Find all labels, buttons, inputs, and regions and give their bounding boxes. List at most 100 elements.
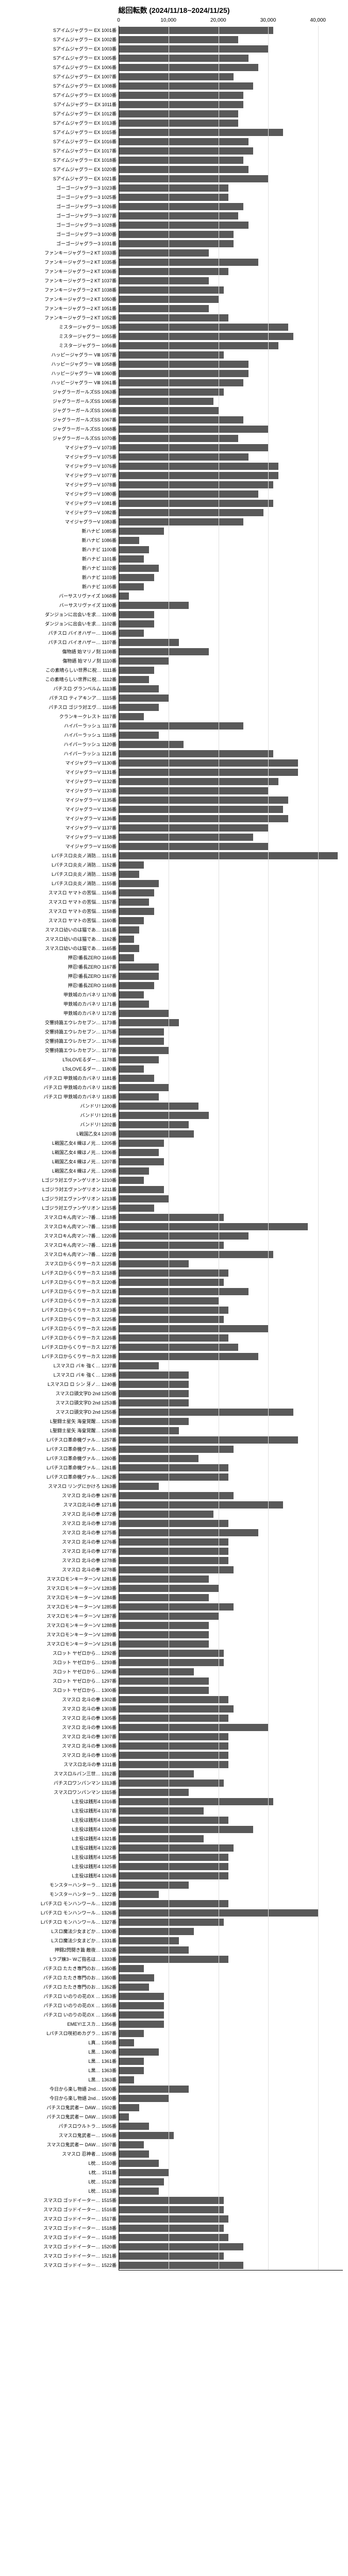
bar-row bbox=[119, 1908, 343, 1918]
row-label: スマスロ ヤマトの苦悩… 1158番 bbox=[5, 907, 117, 916]
bar-row bbox=[119, 833, 343, 842]
bar bbox=[119, 1640, 209, 1648]
bar bbox=[119, 555, 144, 563]
bar-row bbox=[119, 2038, 343, 2047]
row-label: パチスロウルトラ… 1505番 bbox=[5, 2122, 117, 2131]
bar bbox=[119, 1854, 228, 1861]
bar-row bbox=[119, 406, 343, 415]
bar-row bbox=[119, 350, 343, 360]
bar-row bbox=[119, 2233, 343, 2242]
bar-row bbox=[119, 248, 343, 258]
row-label: Sアイムジャグラー EX 1021番 bbox=[5, 174, 117, 183]
bar-row bbox=[119, 415, 343, 425]
row-label: 新ハナビ 1101番 bbox=[5, 554, 117, 564]
bar-row bbox=[119, 2010, 343, 2020]
bar bbox=[119, 1566, 234, 1573]
bar-row bbox=[119, 777, 343, 786]
row-label: スロット ヤゼロから… 1300番 bbox=[5, 1686, 117, 1695]
row-label: Lパチスロ炎炎ノ消防… 1153番 bbox=[5, 870, 117, 879]
bar-row bbox=[119, 1129, 343, 1139]
bar bbox=[119, 2160, 159, 2167]
bar bbox=[119, 1242, 224, 1249]
row-label: L主役は銭形4 1325番 bbox=[5, 1853, 117, 1862]
row-label: L戦国乙女4 1203番 bbox=[5, 1129, 117, 1139]
bar bbox=[119, 963, 159, 971]
bar-row bbox=[119, 591, 343, 601]
row-label: L黒… 1361番 bbox=[5, 2057, 117, 2066]
bar bbox=[119, 2058, 144, 2065]
row-label: 新ハナビ 1102番 bbox=[5, 564, 117, 573]
bar bbox=[119, 899, 149, 906]
row-label: Lパチスロ モンハンワール… 1323番 bbox=[5, 1899, 117, 1908]
bar bbox=[119, 1742, 228, 1750]
row-label: Lパチスロからくりサーカス 1218番 bbox=[5, 1268, 117, 1278]
bar-row bbox=[119, 2149, 343, 2159]
bar-row bbox=[119, 1621, 343, 1630]
bar bbox=[119, 1436, 298, 1444]
bar bbox=[119, 1325, 268, 1332]
bar-row bbox=[119, 1565, 343, 1574]
bar bbox=[119, 1946, 189, 1954]
row-label: スマスロ 忍神者… 1508番 bbox=[5, 2149, 117, 2159]
bar-row bbox=[119, 1686, 343, 1695]
row-label: ファンキージャグラー2 KT 1037番 bbox=[5, 276, 117, 285]
bar bbox=[119, 1557, 228, 1564]
bar-row bbox=[119, 1435, 343, 1445]
bar bbox=[119, 1548, 228, 1555]
row-label: スマスロ 北斗の拳 1307番 bbox=[5, 1732, 117, 1741]
bar-row bbox=[119, 1574, 343, 1584]
bar-row bbox=[119, 1723, 343, 1732]
bar-row bbox=[119, 1333, 343, 1343]
row-label: L主役は銭形4 1318番 bbox=[5, 1816, 117, 1825]
bar bbox=[119, 1974, 154, 1981]
row-label: マイジャグラーV 1083番 bbox=[5, 517, 117, 527]
row-label: L枕… 1510番 bbox=[5, 2159, 117, 2168]
bar-row bbox=[119, 656, 343, 666]
row-label: 新ハナビ 1086番 bbox=[5, 536, 117, 545]
bar-row bbox=[119, 953, 343, 962]
bar bbox=[119, 2002, 164, 2009]
row-label: マイジャグラーV 1077番 bbox=[5, 471, 117, 480]
bar bbox=[119, 1288, 248, 1295]
bar bbox=[119, 36, 238, 43]
bar-row bbox=[119, 1547, 343, 1556]
bar bbox=[119, 286, 224, 294]
bar-row bbox=[119, 675, 343, 684]
bar-row bbox=[119, 202, 343, 211]
bar bbox=[119, 1622, 209, 1629]
bar-row bbox=[119, 1463, 343, 1472]
bar bbox=[119, 268, 228, 275]
row-label: スマスロ ヤマトの苦悩… 1156番 bbox=[5, 888, 117, 897]
row-label: 押忍!番長ZERO 1167番 bbox=[5, 962, 117, 972]
row-label: 新ハナビ 1085番 bbox=[5, 527, 117, 536]
bar-row bbox=[119, 165, 343, 174]
row-label: ハイパーラッシュ 1120番 bbox=[5, 740, 117, 749]
bar-row bbox=[119, 823, 343, 833]
bar bbox=[119, 1733, 228, 1740]
bar bbox=[119, 212, 238, 219]
bar-row bbox=[119, 684, 343, 693]
row-label: パチスロ たたき専門のお… 1350番 bbox=[5, 1973, 117, 1982]
bar bbox=[119, 834, 253, 841]
bar bbox=[119, 982, 154, 989]
bar-row bbox=[119, 1491, 343, 1500]
row-label: スマスロキん肉マン~7番… 1218番 bbox=[5, 1222, 117, 1231]
bar-row bbox=[119, 471, 343, 480]
bar bbox=[119, 1103, 198, 1110]
bar-row bbox=[119, 452, 343, 462]
bar-row bbox=[119, 703, 343, 712]
row-label: パチスロ たたき専門のお… 1352番 bbox=[5, 1982, 117, 1992]
row-label: Lスロ魔法少女まどか… 1331番 bbox=[5, 1936, 117, 1945]
bar bbox=[119, 1585, 219, 1592]
bar bbox=[119, 2076, 134, 2083]
bar-row bbox=[119, 814, 343, 823]
bar-row bbox=[119, 795, 343, 805]
bar bbox=[119, 2188, 159, 2195]
row-label: Lパチスロからくりサーカス 1222番 bbox=[5, 1296, 117, 1306]
bar-row bbox=[119, 1074, 343, 1083]
row-label: Lパチスロからくりサーカス 1228番 bbox=[5, 1352, 117, 1361]
row-label: スマスロルパン三世… 1312番 bbox=[5, 1769, 117, 1778]
bar bbox=[119, 1028, 164, 1036]
row-label: スマスロモンキーターンV 1284番 bbox=[5, 1593, 117, 1602]
row-label: Lパチスロ革命機ヴァル… 1261番 bbox=[5, 1463, 117, 1472]
